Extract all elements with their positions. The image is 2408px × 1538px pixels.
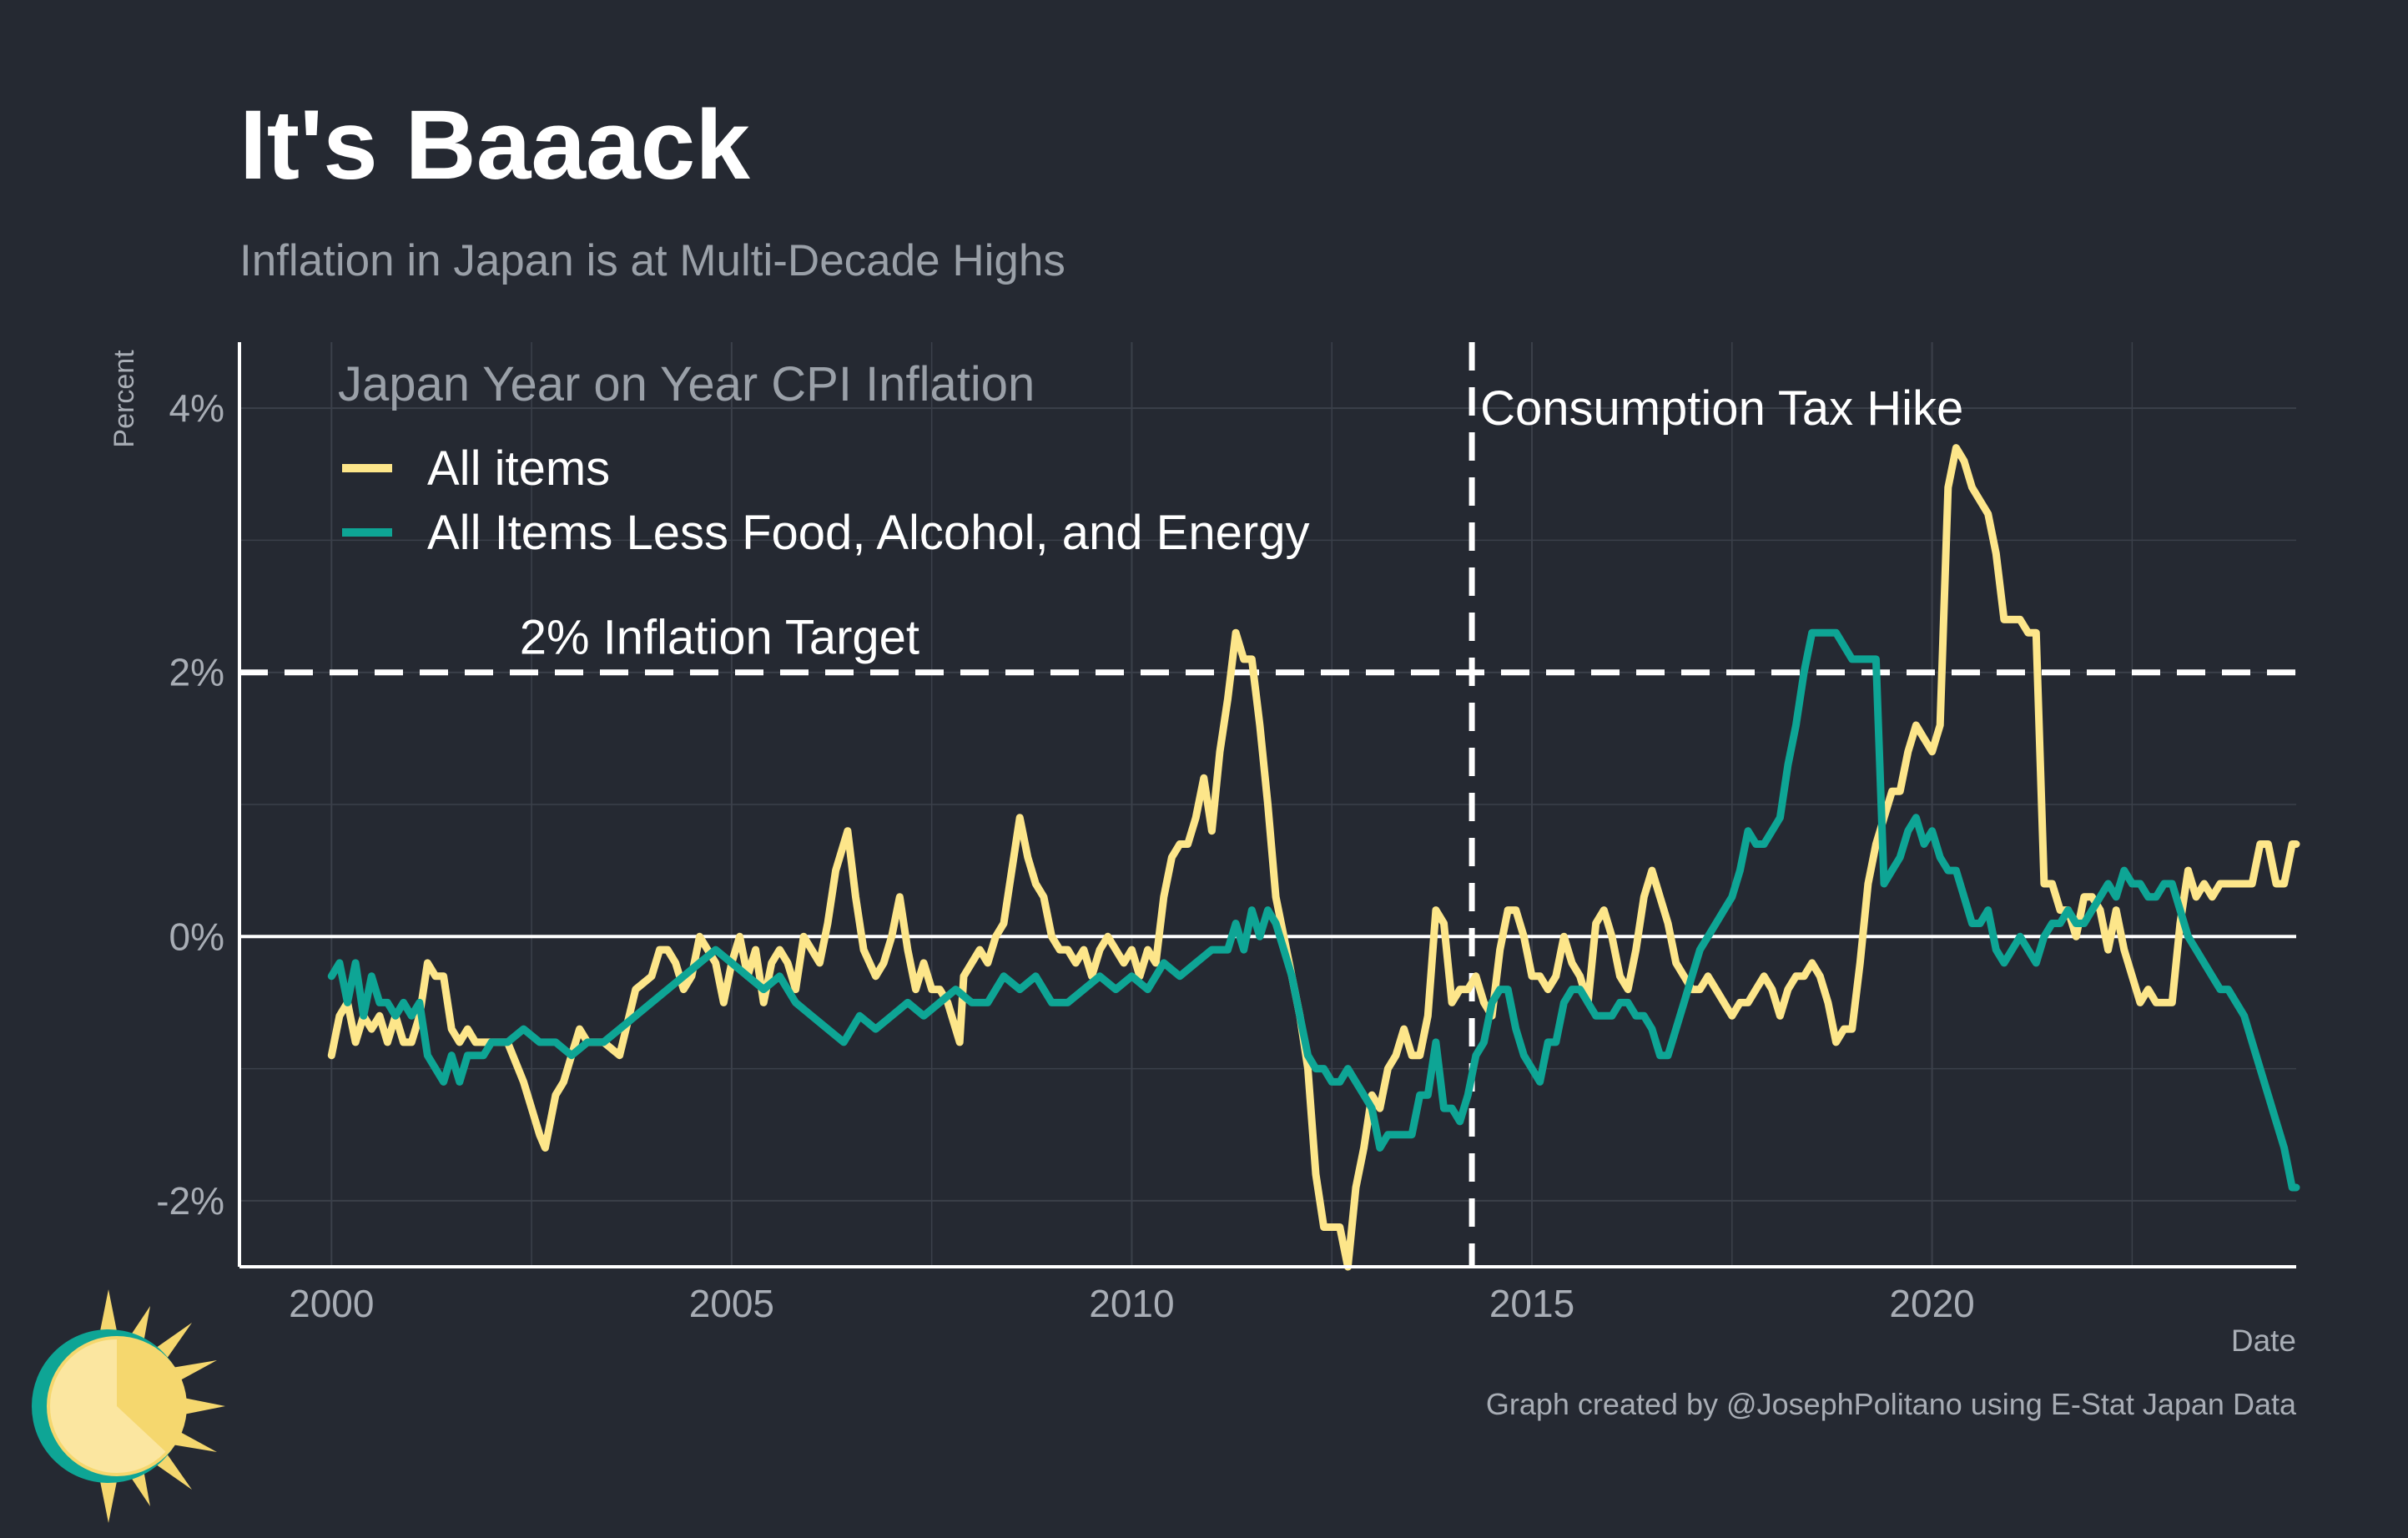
y-tick-label: 2% xyxy=(169,651,224,694)
series-layer xyxy=(327,444,2300,1271)
x-tick-label: 2015 xyxy=(1489,1282,1574,1325)
tax-hike-label: Consumption Tax Hike xyxy=(1480,381,1963,436)
x-axis-title: Date xyxy=(2230,1324,2296,1358)
legend: Japan Year on Year CPI Inflation All item… xyxy=(338,357,1309,560)
legend-label: All items xyxy=(427,441,610,496)
target-label: 2% Inflation Target xyxy=(520,611,919,665)
sun-logo-icon xyxy=(32,1289,225,1523)
axes: -2% 0% 2% 4% 2000 2005 2010 2015 2020 Percent xyxy=(108,342,2296,1325)
y-axis-title: Percent xyxy=(108,350,140,448)
chart-subtitle: Inflation in Japan is at Multi-Decade Hi… xyxy=(239,236,1065,285)
y-tick-label: -2% xyxy=(156,1179,224,1223)
x-tick-label: 2000 xyxy=(289,1282,374,1325)
x-tick-label: 2010 xyxy=(1089,1282,1174,1325)
y-tick-label: 4% xyxy=(169,386,224,430)
x-tick-label: 2005 xyxy=(689,1282,774,1325)
x-tick-label: 2020 xyxy=(1889,1282,1974,1325)
source-caption: Graph created by @JosephPolitano using E… xyxy=(1485,1387,2296,1421)
annotations: 2% Inflation Target Consumption Tax Hike xyxy=(239,342,2296,1267)
series-core xyxy=(327,628,2300,1192)
y-tick-label: 0% xyxy=(169,915,224,958)
legend-title: Japan Year on Year CPI Inflation xyxy=(338,357,1035,411)
series-all-items xyxy=(327,444,2300,1271)
legend-label: All Items Less Food, Alcohol, and Energy xyxy=(427,506,1309,560)
chart-title: It's Baaack xyxy=(239,90,750,200)
